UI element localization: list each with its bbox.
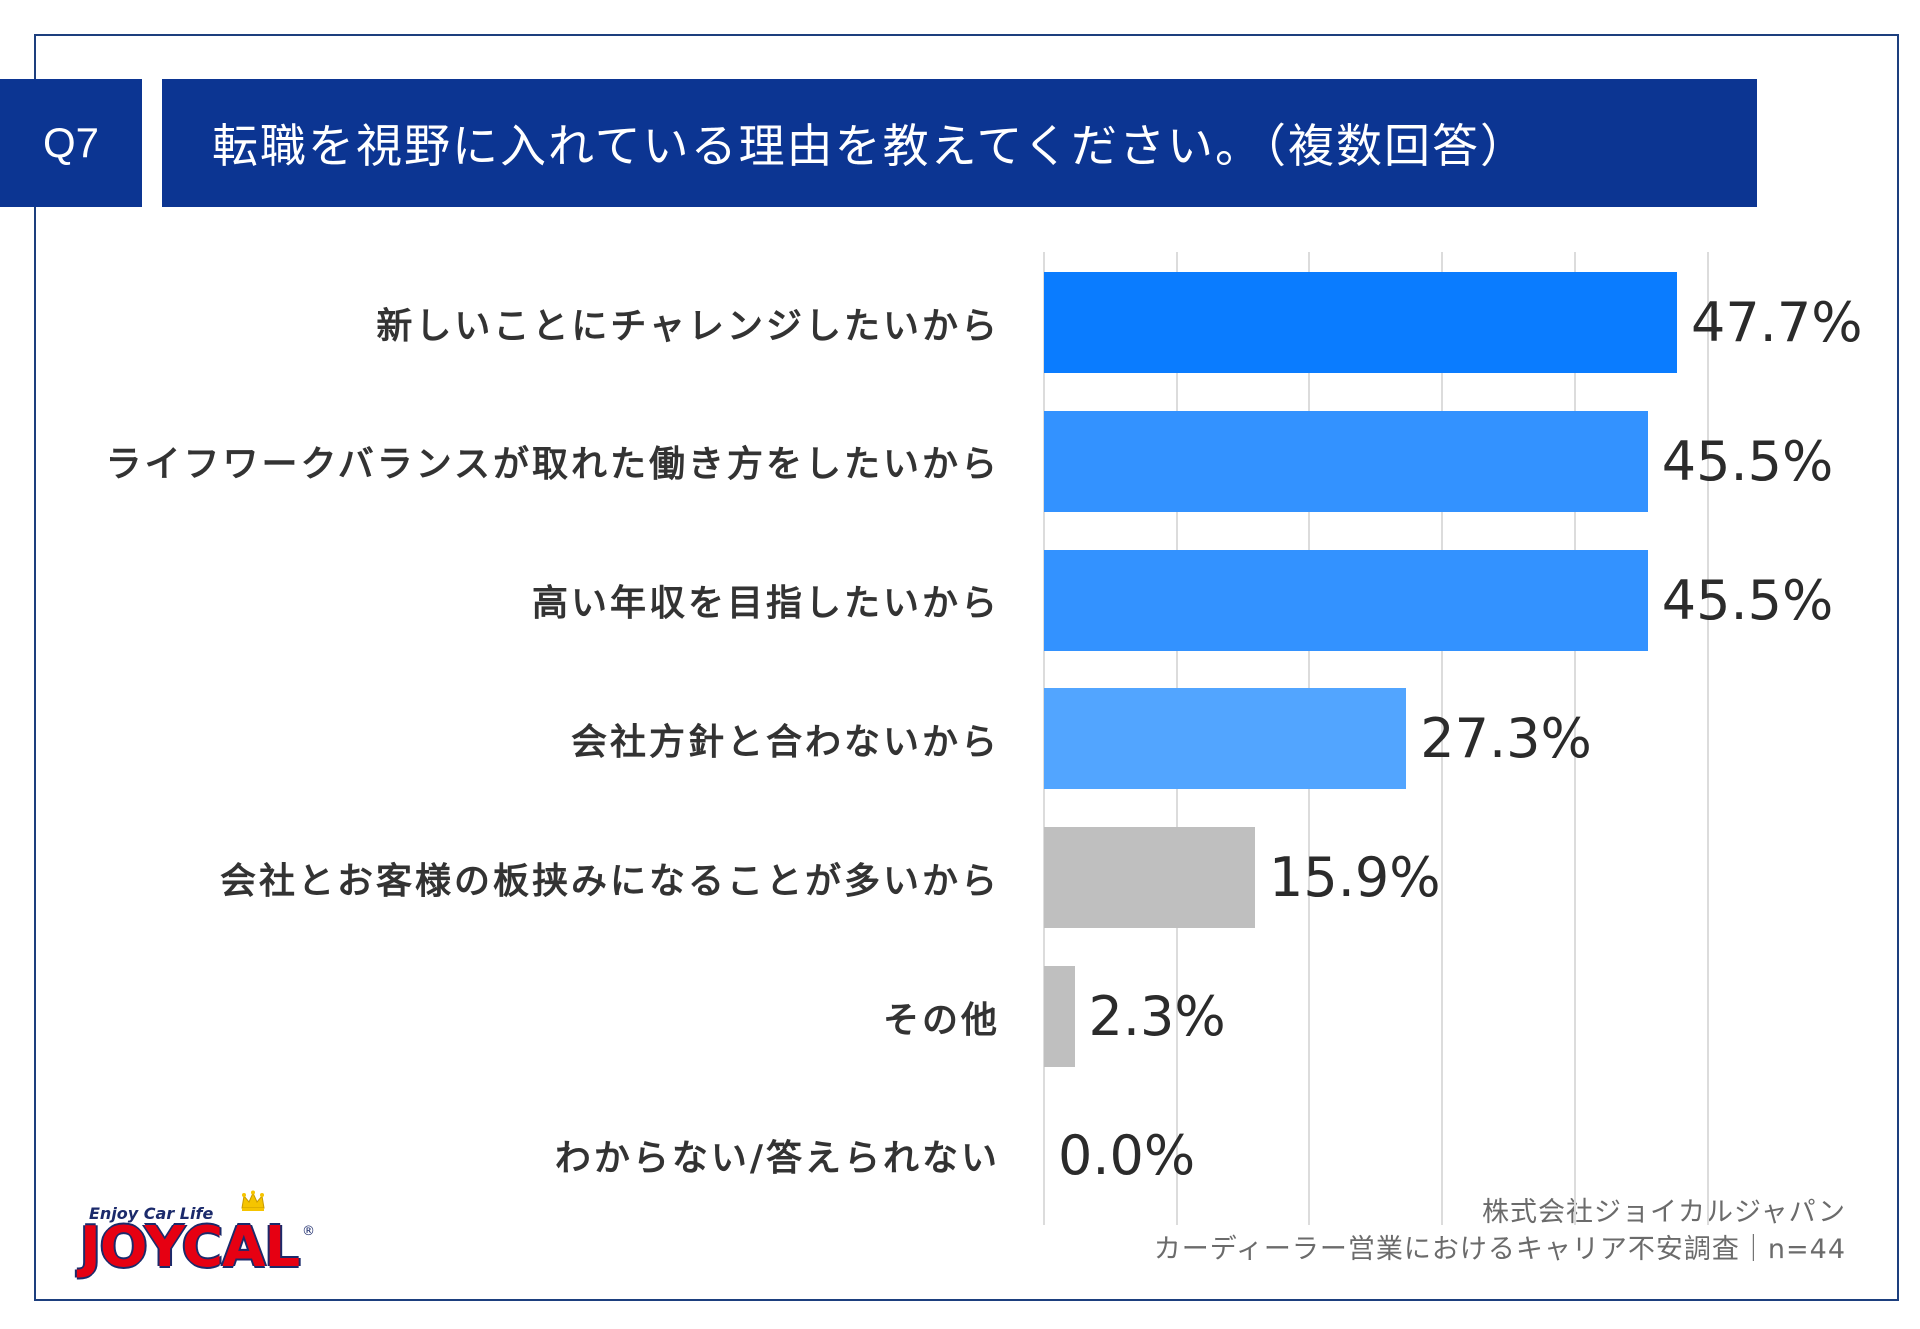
source-footer: 株式会社ジョイカルジャパン カーディーラー営業におけるキャリア不安調査｜n=44 — [1154, 1194, 1846, 1268]
page-frame — [34, 34, 1899, 1301]
company-name: 株式会社ジョイカルジャパン — [1482, 1197, 1846, 1228]
registered-mark: ® — [302, 1224, 315, 1239]
crown-icon — [241, 1190, 265, 1211]
question-title: 転職を視野に入れている理由を教えてください。（複数回答） — [212, 119, 1528, 173]
question-number-badge: Q7 — [0, 79, 142, 207]
question-number: Q7 — [42, 119, 100, 166]
logo-wordmark: JOYCAL — [80, 1215, 300, 1280]
question-title-bar: 転職を視野に入れている理由を教えてください。（複数回答） — [162, 79, 1757, 207]
logo-tagline: Enjoy Car Life — [89, 1204, 214, 1223]
joycal-logo: Enjoy Car Life JOYCAL ® — [80, 1186, 320, 1276]
survey-name: カーディーラー営業におけるキャリア不安調査｜n=44 — [1153, 1234, 1846, 1265]
